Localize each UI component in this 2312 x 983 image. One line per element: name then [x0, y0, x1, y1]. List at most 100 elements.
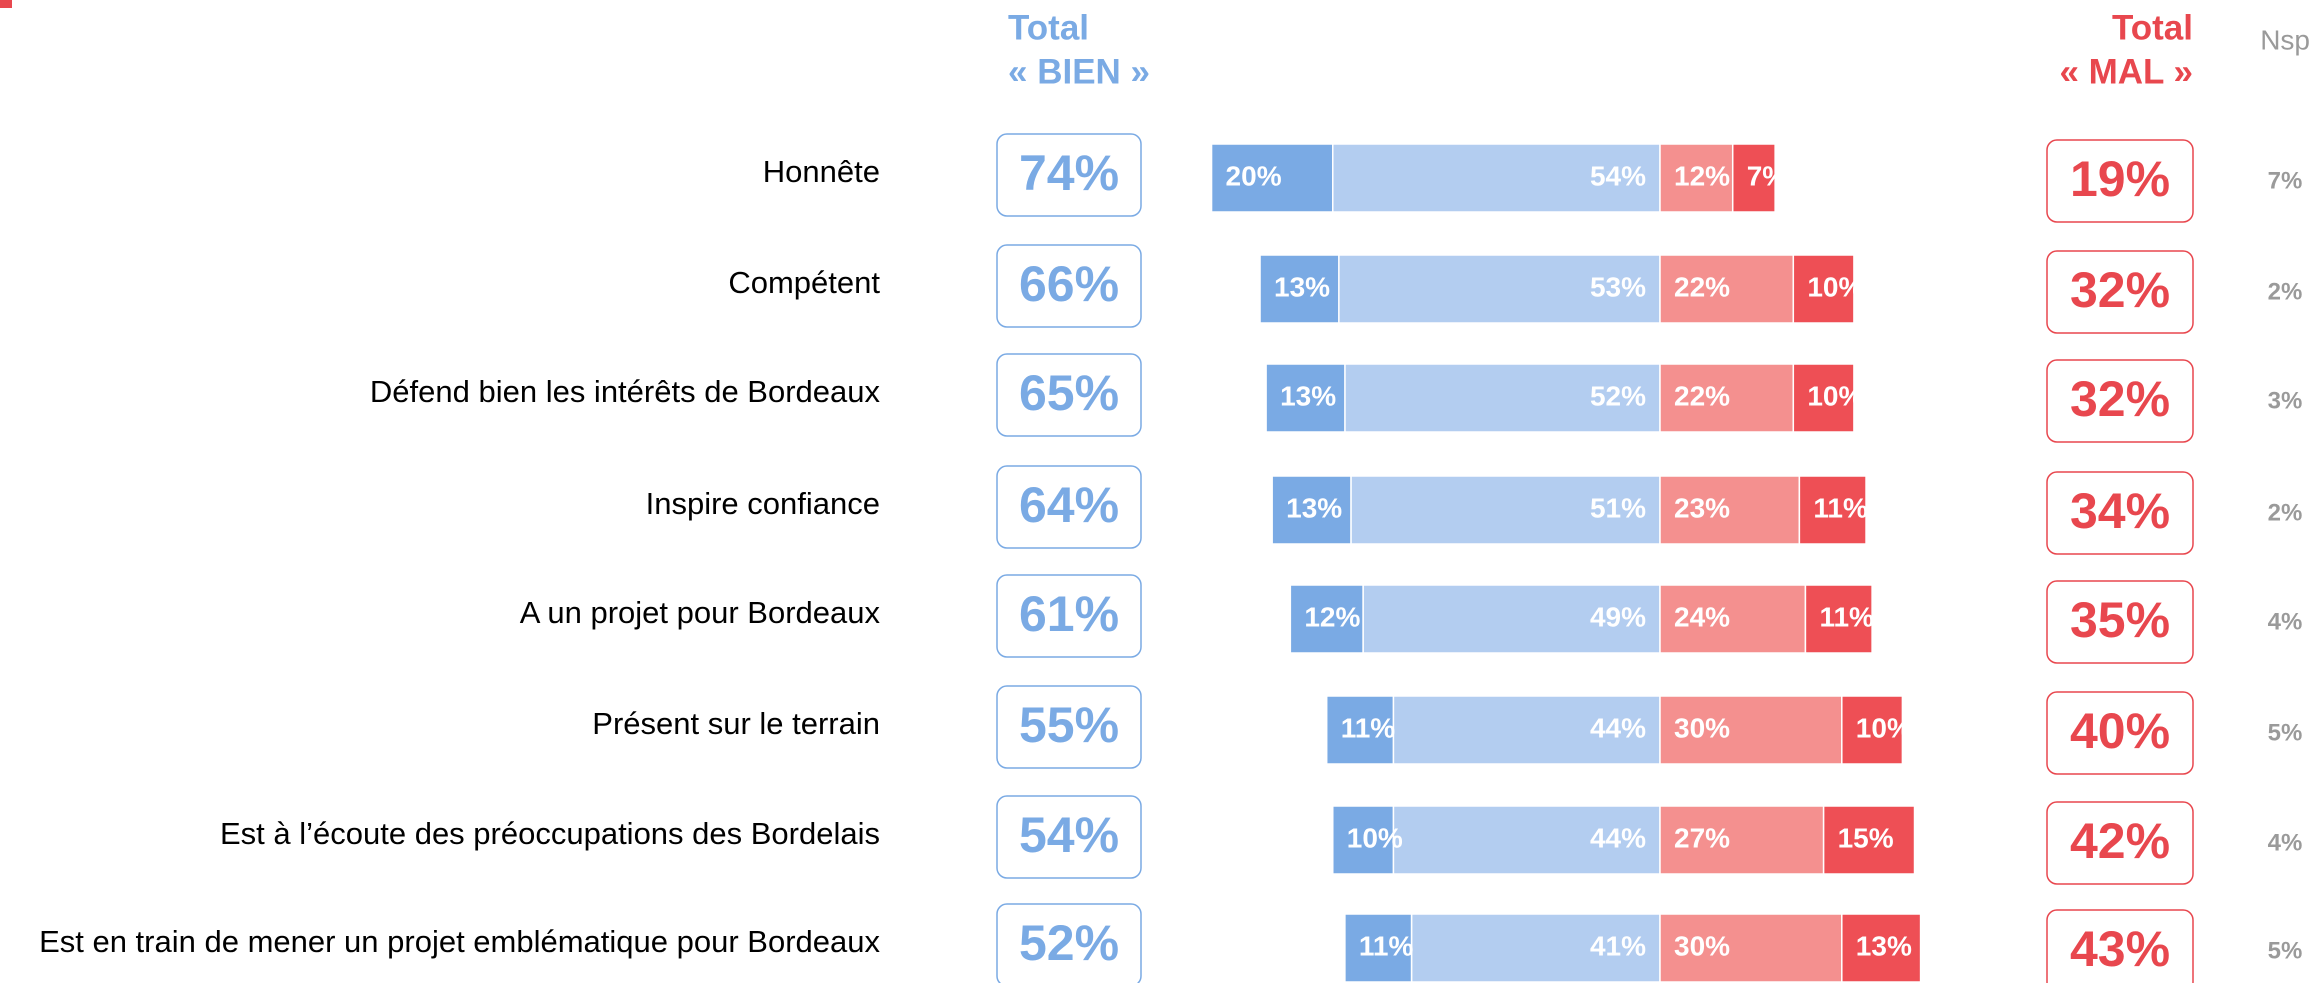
- category-label: Présent sur le terrain: [592, 706, 880, 741]
- header-bien: « BIEN »: [1008, 52, 1150, 91]
- total-bien-value: 64%: [1019, 477, 1119, 533]
- bar-label: 24%: [1674, 601, 1730, 632]
- category-label: Inspire confiance: [646, 486, 880, 521]
- bar-segment: [1289, 584, 1364, 654]
- total-mal-value: 43%: [2070, 921, 2170, 977]
- corner-marker: [0, 0, 12, 8]
- bar-segment: [1822, 805, 1916, 875]
- bar-label: 22%: [1674, 380, 1730, 411]
- bar-label: 10%: [1856, 712, 1912, 743]
- bar-segment: [1271, 475, 1352, 545]
- total-mal-value: 34%: [2070, 483, 2170, 539]
- bar-label: 44%: [1590, 712, 1646, 743]
- bar-label: 11%: [1341, 712, 1396, 743]
- total-bien-value: 74%: [1019, 145, 1119, 201]
- total-bien-value: 55%: [1019, 697, 1119, 753]
- bar-segment: [1798, 475, 1867, 545]
- category-label: Défend bien les intérêts de Bordeaux: [370, 374, 881, 409]
- bar-segment: [1659, 475, 1801, 545]
- bar-label: 10%: [1347, 822, 1403, 853]
- bar-label: 30%: [1674, 930, 1730, 961]
- bar-segment: [1392, 695, 1661, 765]
- total-bien-box: [996, 685, 1142, 769]
- bar-label: 30%: [1674, 712, 1730, 743]
- bar-segment: [1792, 363, 1855, 433]
- bar-label: 53%: [1590, 271, 1646, 302]
- total-bien-box: [996, 795, 1142, 879]
- header-nsp: Nsp: [2260, 24, 2310, 55]
- bar-segment: [1659, 913, 1843, 983]
- bar-label: 22%: [1674, 271, 1730, 302]
- bar-segment: [1792, 254, 1855, 324]
- bar-segment: [1350, 475, 1661, 545]
- bar-segment: [1338, 254, 1661, 324]
- nsp-value: 2%: [2268, 499, 2303, 526]
- bar-label: 7%: [1747, 160, 1788, 191]
- bar-label: 49%: [1590, 601, 1646, 632]
- nsp-value: 3%: [2268, 387, 2303, 414]
- bar-label: 10%: [1807, 380, 1863, 411]
- bar-segment: [1731, 143, 1776, 213]
- category-label: Est en train de mener un projet emblémat…: [39, 924, 880, 959]
- bar-label: 44%: [1590, 822, 1646, 853]
- bar-label: 13%: [1286, 492, 1342, 523]
- bar-label: 11%: [1819, 601, 1874, 632]
- bar-label: 27%: [1674, 822, 1730, 853]
- total-bien-box: [996, 353, 1142, 437]
- bar-label: 23%: [1674, 492, 1730, 523]
- nsp-value: 4%: [2268, 829, 2303, 856]
- bar-segment: [1362, 584, 1661, 654]
- bar-label: 51%: [1590, 492, 1646, 523]
- total-bien-box: [996, 133, 1142, 217]
- bar-segment: [1210, 143, 1334, 213]
- total-mal-box: [2046, 359, 2194, 443]
- bar-segment: [1804, 584, 1873, 654]
- total-bien-value: 65%: [1019, 365, 1119, 421]
- bar-label: 54%: [1590, 160, 1646, 191]
- bar-label: 13%: [1280, 380, 1336, 411]
- bar-segment: [1659, 254, 1795, 324]
- total-mal-value: 40%: [2070, 703, 2170, 759]
- bar-segment: [1344, 913, 1413, 983]
- bar-label: 52%: [1590, 380, 1646, 411]
- bar-label: 12%: [1304, 601, 1360, 632]
- bar-segment: [1259, 254, 1340, 324]
- total-bien-box: [996, 244, 1142, 328]
- total-bien-box: [996, 465, 1142, 549]
- header-mal: Total: [2112, 8, 2193, 47]
- total-mal-box: [2046, 909, 2194, 983]
- bar-label: 11%: [1813, 492, 1868, 523]
- total-mal-box: [2046, 691, 2194, 775]
- total-mal-value: 32%: [2070, 371, 2170, 427]
- bar-segment: [1325, 695, 1395, 765]
- bar-segment: [1659, 584, 1807, 654]
- category-label: A un projet pour Bordeaux: [520, 595, 881, 630]
- total-bien-value: 54%: [1019, 807, 1119, 863]
- bar-label: 15%: [1838, 822, 1894, 853]
- total-mal-value: 42%: [2070, 813, 2170, 869]
- nsp-value: 7%: [2268, 167, 2303, 194]
- bar-label: 41%: [1590, 930, 1646, 961]
- bar-segment: [1410, 913, 1661, 983]
- bar-segment: [1841, 913, 1922, 983]
- category-label: Compétent: [728, 265, 880, 300]
- total-mal-value: 35%: [2070, 592, 2170, 648]
- total-mal-box: [2046, 801, 2194, 885]
- bar-segment: [1841, 695, 1904, 765]
- bar-label: 10%: [1807, 271, 1863, 302]
- bar-label: 13%: [1856, 930, 1912, 961]
- bar-label: 13%: [1274, 271, 1330, 302]
- category-label: Est à l’écoute des préoccupations des Bo…: [220, 816, 880, 851]
- total-bien-value: 61%: [1019, 586, 1119, 642]
- nsp-value: 5%: [2268, 719, 2303, 746]
- bar-segment: [1332, 143, 1661, 213]
- bar-label: 11%: [1359, 930, 1414, 961]
- nsp-value: 5%: [2268, 937, 2303, 964]
- total-bien-box: [996, 574, 1142, 658]
- total-mal-value: 32%: [2070, 262, 2170, 318]
- bar-segment: [1659, 695, 1843, 765]
- bar-segment: [1332, 805, 1395, 875]
- category-label: Honnête: [763, 154, 880, 189]
- total-mal-box: [2046, 250, 2194, 334]
